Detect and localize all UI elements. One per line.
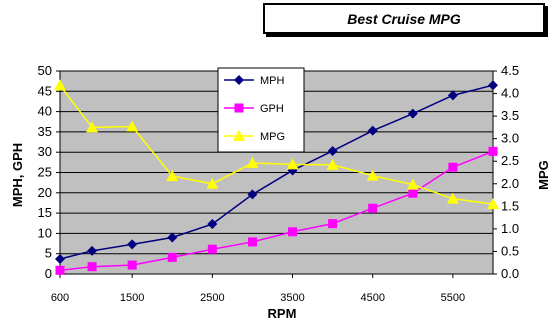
y-tick-label-left: 5 (45, 246, 52, 261)
y-tick-label-left: 30 (38, 144, 52, 159)
y-tick-label-right: 2.0 (501, 176, 519, 191)
data-point-gph (489, 147, 498, 156)
y-tick-label-left: 50 (38, 63, 52, 78)
data-point-gph (128, 261, 137, 270)
y-tick-label-right: 1.5 (501, 198, 519, 213)
y-axis-label-right: MPG (536, 160, 551, 190)
x-tick-label: 5500 (441, 292, 465, 304)
y-tick-label-right: 4.5 (501, 63, 519, 78)
legend-label-mpg: MPG (260, 131, 285, 143)
y-tick-label-left: 0 (45, 266, 52, 281)
data-point-gph (88, 262, 97, 271)
legend: MPH GPH MPG (218, 68, 304, 152)
x-tick-label: 1500 (120, 292, 144, 304)
y-tick-label-left: 20 (38, 185, 52, 200)
x-tick-label: 3500 (280, 292, 304, 304)
y-tick-label-right: 0.0 (501, 266, 519, 281)
y-tick-label-right: 0.5 (501, 243, 519, 258)
x-tick-label: 4500 (360, 292, 384, 304)
y-tick-label-left: 10 (38, 225, 52, 240)
y-tick-label-right: 4.0 (501, 86, 519, 101)
x-tick-label: 2500 (200, 292, 224, 304)
y-tick-label-left: 35 (38, 124, 52, 139)
data-point-gph (368, 204, 377, 213)
x-axis-label: RPM (268, 306, 297, 321)
y-tick-label-left: 45 (38, 83, 52, 98)
data-point-gph (408, 189, 417, 198)
data-point-gph (168, 253, 177, 262)
y-axis-label-left: MPH, GPH (10, 143, 25, 207)
data-point-gph (208, 245, 217, 254)
data-point-gph (328, 219, 337, 228)
legend-marker-gph (235, 104, 244, 113)
data-point-gph (448, 163, 457, 172)
y-tick-label-right: 3.5 (501, 108, 519, 123)
legend-label-gph: GPH (260, 103, 284, 115)
data-point-gph (288, 227, 297, 236)
x-tick-label: 600 (51, 292, 69, 304)
data-point-gph (248, 237, 257, 246)
y-tick-label-right: 2.5 (501, 153, 519, 168)
y-tick-label-left: 15 (38, 205, 52, 220)
y-tick-label-left: 40 (38, 104, 52, 119)
y-tick-label-left: 25 (38, 165, 52, 180)
legend-label-mph: MPH (260, 75, 285, 87)
y-tick-label-right: 3.0 (501, 131, 519, 146)
y-tick-label-right: 1.0 (501, 221, 519, 236)
data-point-gph (56, 266, 65, 275)
